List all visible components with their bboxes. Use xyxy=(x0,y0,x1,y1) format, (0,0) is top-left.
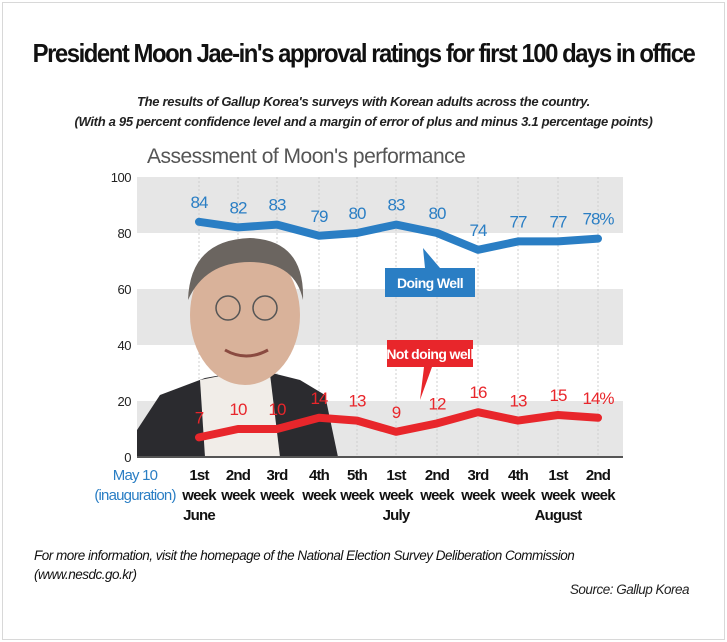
callout-doing-well xyxy=(385,248,475,297)
x-tick-label: week xyxy=(540,487,576,504)
x-tick-label: 4th xyxy=(508,467,529,484)
source-note: Source: Gallup Korea xyxy=(569,582,690,597)
data-label: 80 xyxy=(349,204,366,223)
data-label: 10 xyxy=(269,400,286,419)
page-title: President Moon Jae-in's approval ratings… xyxy=(32,38,696,68)
footnote-line-2: (www.nesdc.go.kr) xyxy=(34,567,137,582)
y-tick-label: 60 xyxy=(118,282,132,297)
x-tick-label: 1st xyxy=(189,467,209,484)
x-tick-label: week xyxy=(500,487,536,504)
data-label: 84 xyxy=(191,193,208,212)
data-label: 78% xyxy=(582,210,614,229)
data-label: 14 xyxy=(311,389,328,408)
data-label: 77 xyxy=(550,212,567,231)
smile xyxy=(224,348,269,358)
data-label: 12 xyxy=(429,394,446,413)
footnote-line-1: For more information, visit the homepage… xyxy=(34,548,575,563)
subtitle-line-2: (With a 95 percent confidence level and … xyxy=(74,114,653,129)
x-tick-label: week xyxy=(419,487,455,504)
data-label: 10 xyxy=(230,400,247,419)
x-tick-label: week xyxy=(339,487,375,504)
x-tick-label: week xyxy=(220,487,256,504)
chart-title: Assessment of Moon's performance xyxy=(147,145,466,168)
callout-not-doing-well xyxy=(387,340,473,400)
subtitle-line-1: The results of Gallup Korea's surveys wi… xyxy=(137,94,590,109)
x-tick-label: week xyxy=(378,487,414,504)
glasses xyxy=(215,295,241,321)
x-tick-label: week xyxy=(301,487,337,504)
y-tick-label: 100 xyxy=(111,170,131,185)
data-label: 13 xyxy=(510,392,527,411)
x-tick-label: 2nd xyxy=(586,467,611,484)
legend-label-not-doing-well: Not doing well xyxy=(386,346,473,362)
data-label: 80 xyxy=(429,204,446,223)
x-tick-label: week xyxy=(259,487,295,504)
x-tick-label: 1st xyxy=(548,467,568,484)
y-tick-label: 40 xyxy=(118,338,132,353)
x-tick-label: week xyxy=(181,487,217,504)
data-label: 16 xyxy=(470,383,487,402)
data-label: 83 xyxy=(388,196,405,215)
y-tick-label: 0 xyxy=(124,450,131,465)
x-tick-label: July xyxy=(383,507,411,524)
x-tick-label: week xyxy=(460,487,496,504)
x-tick-label: June xyxy=(183,507,215,524)
x-tick-label: 2nd xyxy=(226,467,251,484)
y-tick-label: 20 xyxy=(118,394,132,409)
data-label: 13 xyxy=(349,392,366,411)
data-label: 82 xyxy=(230,198,247,217)
data-label: 74 xyxy=(470,221,487,240)
x-tick-label: August xyxy=(535,507,583,524)
y-tick-label: 80 xyxy=(118,226,132,241)
hair xyxy=(188,238,304,300)
data-label: 14% xyxy=(582,389,614,408)
data-label: 9 xyxy=(392,403,401,422)
x-tick-label: 2nd xyxy=(425,467,450,484)
glasses xyxy=(252,295,278,321)
x-tick-label: May 10 xyxy=(113,467,158,484)
data-label: 7 xyxy=(195,408,204,427)
face xyxy=(190,245,300,385)
data-label: 77 xyxy=(510,212,527,231)
x-tick-label: 3rd xyxy=(468,467,490,484)
x-tick-label: 3rd xyxy=(267,467,289,484)
legend-label-doing-well: Doing Well xyxy=(397,275,463,291)
x-tick-label: (inauguration) xyxy=(94,487,176,504)
x-tick-label: week xyxy=(580,487,616,504)
footnote: For more information, visit the homepage… xyxy=(34,546,575,584)
data-label: 83 xyxy=(269,196,286,215)
data-label: 79 xyxy=(311,207,328,226)
x-tick-label: 4th xyxy=(309,467,330,484)
data-label: 15 xyxy=(550,386,567,405)
x-tick-label: 1st xyxy=(386,467,406,484)
x-tick-label: 5th xyxy=(347,467,368,484)
